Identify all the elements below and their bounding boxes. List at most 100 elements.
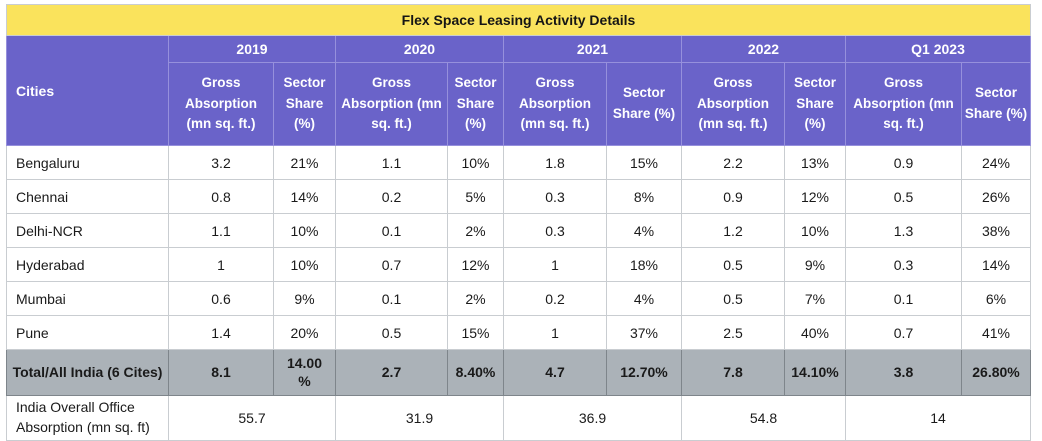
value-cell: 14% [273, 179, 336, 214]
value-cell: 13% [784, 145, 846, 180]
total-value-cell: 8.1 [168, 349, 274, 396]
value-cell: 1.1 [335, 145, 448, 180]
value-cell: 0.5 [681, 247, 785, 282]
value-cell: 38% [960, 213, 1032, 248]
value-cell: 2.2 [681, 145, 785, 180]
table-row-bengaluru: Bengaluru 3.2 21% 1.1 10% 1.8 15% 2.2 13… [6, 145, 1032, 180]
sub-header-row: Gross Absorption (mn sq. ft.) Sector Sha… [7, 62, 1032, 146]
cities-column-header: Cities [6, 35, 169, 146]
overall-row-label: India Overall Office Absorption (mn sq. … [6, 395, 169, 441]
value-cell: 3.2 [168, 145, 274, 180]
col-header-share-2021: Sector Share (%) [606, 62, 682, 146]
col-header-gross-2022: Gross Absorption (mn sq. ft.) [681, 62, 785, 146]
value-cell: 15% [606, 145, 682, 180]
value-cell: 10% [447, 145, 504, 180]
table-row-chennai: Chennai 0.8 14% 0.2 5% 0.3 8% 0.9 12% 0.… [6, 179, 1032, 214]
value-cell: 0.3 [845, 247, 962, 282]
value-cell: 0.8 [168, 179, 274, 214]
value-cell: 1.1 [168, 213, 274, 248]
year-header-2021: 2021 [503, 35, 682, 63]
overall-value-2019: 55.7 [168, 395, 336, 441]
value-cell: 40% [784, 315, 846, 350]
value-cell: 1.2 [681, 213, 785, 248]
value-cell: 0.6 [168, 281, 274, 316]
value-cell: 0.7 [335, 247, 448, 282]
col-header-gross-2020: Gross Absorption (mn sq. ft.) [335, 62, 448, 146]
city-name: Hyderabad [6, 247, 169, 282]
total-value-cell: 3.8 [845, 349, 962, 396]
value-cell: 2% [447, 213, 504, 248]
value-cell: 0.1 [335, 281, 448, 316]
city-name: Delhi-NCR [6, 213, 169, 248]
col-header-gross-q1-2023: Gross Absorption (mn sq. ft.) [845, 62, 962, 146]
value-cell: 0.3 [503, 179, 607, 214]
value-cell: 21% [273, 145, 336, 180]
overall-value-q1-2023: 14 [844, 395, 1032, 441]
col-header-share-2019: Sector Share (%) [273, 62, 336, 146]
value-cell: 1 [168, 247, 274, 282]
col-header-gross-2021: Gross Absorption (mn sq. ft.) [503, 62, 607, 146]
value-cell: 10% [273, 213, 336, 248]
value-cell: 26% [960, 179, 1032, 214]
value-cell: 0.5 [845, 179, 962, 214]
value-cell: 2% [447, 281, 504, 316]
col-header-gross-2019: Gross Absorption (mn sq. ft.) [168, 62, 274, 146]
value-cell: 0.5 [335, 315, 448, 350]
value-cell: 1.4 [168, 315, 274, 350]
value-cell: 0.9 [845, 145, 962, 180]
value-cell: 1 [503, 315, 607, 350]
total-value-cell: 14.00 % [273, 349, 336, 396]
value-cell: 1 [503, 247, 607, 282]
table-row-hyderabad: Hyderabad 1 10% 0.7 12% 1 18% 0.5 9% 0.3… [6, 247, 1032, 282]
value-cell: 1.3 [845, 213, 962, 248]
value-cell: 20% [273, 315, 336, 350]
value-cell: 6% [960, 281, 1032, 316]
value-cell: 24% [960, 145, 1032, 180]
city-name: Pune [6, 315, 169, 350]
value-cell: 0.3 [503, 213, 607, 248]
overall-value-2020: 31.9 [335, 395, 504, 441]
value-cell: 7% [784, 281, 846, 316]
title-row: Flex Space Leasing Activity Details [5, 4, 1032, 36]
overall-value-2022: 54.8 [681, 395, 846, 441]
value-cell: 4% [606, 213, 682, 248]
value-cell: 1.8 [503, 145, 607, 180]
value-cell: 8% [606, 179, 682, 214]
page-title: Flex Space Leasing Activity Details [5, 4, 1032, 36]
col-header-share-2020: Sector Share (%) [447, 62, 504, 146]
total-value-cell: 2.7 [335, 349, 448, 396]
year-header-2019: 2019 [168, 35, 336, 63]
total-row-label: Total/All India (6 Cites) [6, 349, 169, 396]
total-value-cell: 8.40% [447, 349, 504, 396]
value-cell: 14% [960, 247, 1032, 282]
page: Flex Space Leasing Activity Details Citi… [5, 4, 1032, 441]
value-cell: 0.2 [503, 281, 607, 316]
value-cell: 0.5 [681, 281, 785, 316]
col-header-share-q1-2023: Sector Share (%) [960, 62, 1032, 146]
value-cell: 0.7 [845, 315, 962, 350]
value-cell: 37% [606, 315, 682, 350]
total-value-cell: 14.10% [784, 349, 846, 396]
total-value-cell: 7.8 [681, 349, 785, 396]
table-row-delhi-ncr: Delhi-NCR 1.1 10% 0.1 2% 0.3 4% 1.2 10% … [6, 213, 1032, 248]
value-cell: 10% [273, 247, 336, 282]
value-cell: 2.5 [681, 315, 785, 350]
value-cell: 10% [784, 213, 846, 248]
value-cell: 0.2 [335, 179, 448, 214]
city-name: Bengaluru [6, 145, 169, 180]
value-cell: 15% [447, 315, 504, 350]
total-value-cell: 26.80% [960, 349, 1032, 396]
total-row: Total/All India (6 Cites) 8.1 14.00 % 2.… [6, 349, 1032, 396]
value-cell: 41% [960, 315, 1032, 350]
year-header-q1-2023: Q1 2023 [844, 35, 1032, 63]
col-header-share-2022: Sector Share (%) [784, 62, 846, 146]
overall-absorption-row: India Overall Office Absorption (mn sq. … [6, 395, 1032, 441]
value-cell: 9% [273, 281, 336, 316]
table-row-mumbai: Mumbai 0.6 9% 0.1 2% 0.2 4% 0.5 7% 0.1 6… [6, 281, 1032, 316]
value-cell: 0.9 [681, 179, 785, 214]
total-value-cell: 12.70% [606, 349, 682, 396]
value-cell: 5% [447, 179, 504, 214]
year-header-2022: 2022 [681, 35, 846, 63]
city-name: Mumbai [6, 281, 169, 316]
table-row-pune: Pune 1.4 20% 0.5 15% 1 37% 2.5 40% 0.7 4… [6, 315, 1032, 350]
